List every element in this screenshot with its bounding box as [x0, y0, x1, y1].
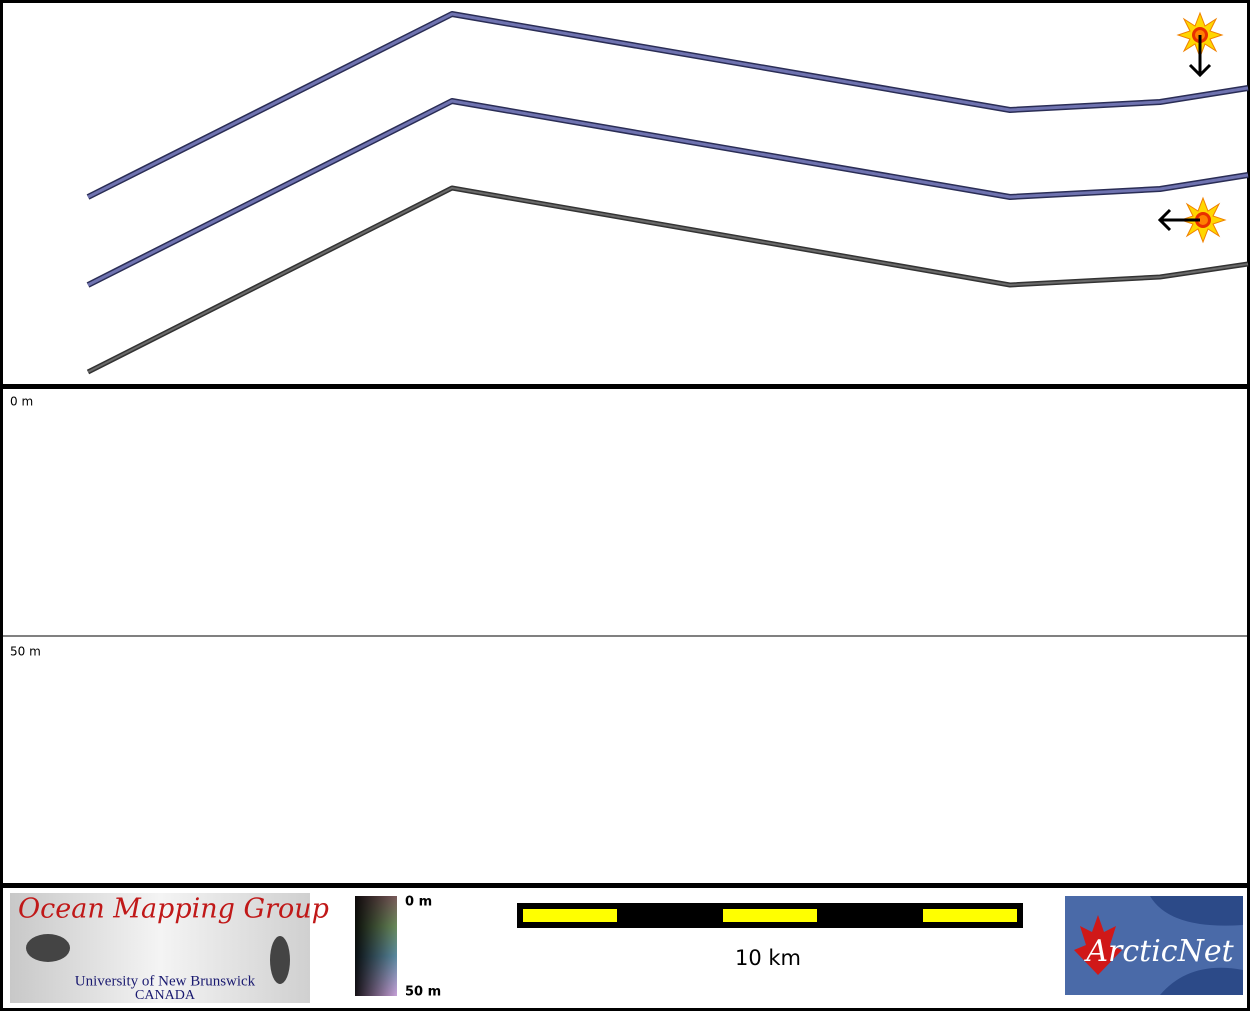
scale-bar-label: 10 km	[735, 946, 801, 970]
light-arrow	[1188, 35, 1212, 78]
logo-fish	[270, 936, 290, 984]
omg-logo: Ocean Mapping Group University of New Br…	[10, 893, 329, 1003]
depth-label: 0 m	[10, 395, 33, 409]
scale-bar-segment	[523, 909, 617, 922]
maple-leaf	[1074, 915, 1122, 975]
arcticnet-logo: ArcticNet	[1065, 896, 1243, 995]
depth-label: 50 m	[10, 645, 41, 659]
scale-bar	[517, 903, 1023, 928]
color-scale-shade	[355, 896, 397, 996]
tracks	[86, 11, 1249, 375]
color-scale-top: 0 m	[405, 895, 432, 910]
scale-bar-segment	[723, 909, 817, 922]
track-line	[87, 99, 1249, 287]
omg-country: CANADA	[135, 988, 196, 1003]
logo-fish	[26, 934, 70, 962]
light-arrow	[1157, 208, 1200, 232]
track-line	[87, 187, 1249, 373]
omg-university: University of New Brunswick	[75, 973, 256, 989]
omg-title: Ocean Mapping Group	[18, 894, 329, 925]
arcticnet-text: ArcticNet	[1083, 934, 1234, 969]
scale-bar-segment	[923, 909, 1017, 922]
arcticnet-map	[1150, 896, 1243, 995]
color-scale-bottom: 50 m	[405, 985, 441, 1000]
track-line	[87, 12, 1249, 199]
